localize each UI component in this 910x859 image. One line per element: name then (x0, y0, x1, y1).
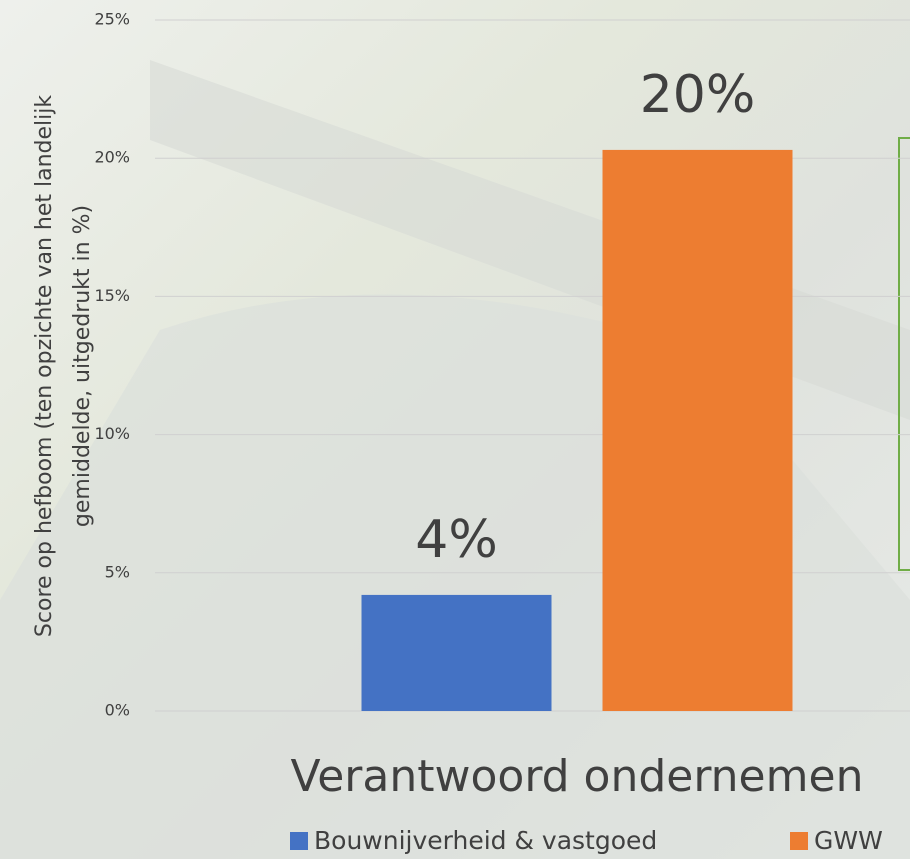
y-tick-label: 15% (94, 286, 130, 305)
y-axis-label: Score op hefboom (ten opzichte van het l… (32, 95, 95, 637)
y-tick-label: 5% (105, 562, 130, 581)
category-label: Verantwoord ondernemen (291, 751, 864, 802)
bar (361, 594, 552, 711)
legend-swatch (790, 832, 808, 850)
legend-swatch (290, 832, 308, 850)
side-box (898, 137, 910, 571)
y-tick-label: 25% (94, 10, 130, 29)
y-axis-label-line: gemiddelde, uitgedrukt in %) (70, 205, 95, 527)
y-tick-label: 0% (105, 701, 130, 720)
bar (602, 149, 793, 711)
data-label: 4% (415, 510, 498, 570)
y-tick-label: 10% (94, 424, 130, 443)
legend-label: Bouwnijverheid & vastgoed (314, 826, 657, 855)
data-label: 20% (640, 65, 756, 125)
y-tick-label: 20% (94, 148, 130, 167)
y-axis-label-line: Score op hefboom (ten opzichte van het l… (32, 95, 57, 637)
legend-label: GWW (814, 826, 883, 855)
